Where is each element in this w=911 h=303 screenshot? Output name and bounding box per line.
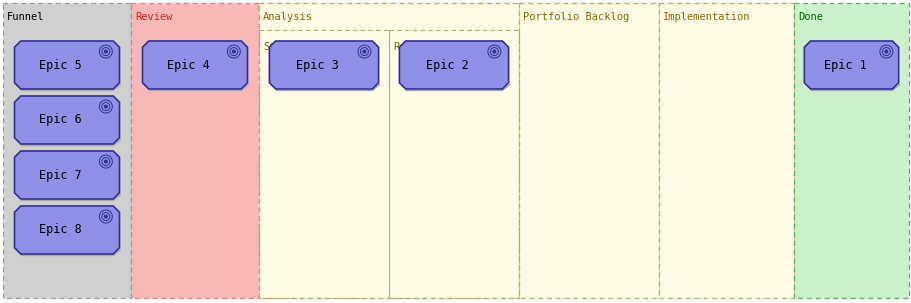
Polygon shape [804, 41, 897, 89]
Circle shape [363, 51, 364, 52]
Text: Implementation: Implementation [662, 12, 750, 22]
Polygon shape [15, 41, 119, 89]
Circle shape [105, 51, 107, 52]
Text: Epic 4: Epic 4 [167, 58, 210, 72]
Text: Funnel: Funnel [7, 12, 45, 22]
Text: Done: Done [797, 12, 822, 22]
Text: Epic 8: Epic 8 [39, 224, 82, 237]
Bar [518, 3, 659, 298]
Bar [3, 3, 131, 298]
Text: Epic 5: Epic 5 [39, 58, 82, 72]
Bar [659, 3, 793, 298]
Text: Portfolio Backlog: Portfolio Backlog [522, 12, 629, 22]
Polygon shape [15, 151, 119, 199]
Polygon shape [399, 41, 508, 89]
Text: Epic 3: Epic 3 [296, 58, 339, 72]
Circle shape [233, 51, 234, 52]
Polygon shape [142, 41, 247, 89]
Text: Review: Review [135, 12, 172, 22]
Bar [131, 3, 259, 298]
Text: Epic 6: Epic 6 [39, 114, 82, 126]
Text: Epic 7: Epic 7 [39, 168, 82, 181]
Circle shape [105, 216, 107, 217]
Polygon shape [15, 206, 119, 254]
Bar [259, 30, 389, 298]
Bar [259, 3, 518, 298]
Circle shape [493, 51, 495, 52]
Circle shape [105, 106, 107, 107]
Polygon shape [269, 41, 378, 89]
Bar [389, 30, 518, 298]
Text: Epic 2: Epic 2 [425, 58, 468, 72]
Text: Analysis: Analysis [262, 12, 312, 22]
Text: Epic 1: Epic 1 [824, 58, 866, 72]
Text: Started: Started [262, 42, 306, 52]
Circle shape [105, 161, 107, 162]
Circle shape [885, 51, 886, 52]
Polygon shape [15, 96, 119, 144]
Bar [793, 3, 908, 298]
Text: Ready: Ready [393, 42, 424, 52]
